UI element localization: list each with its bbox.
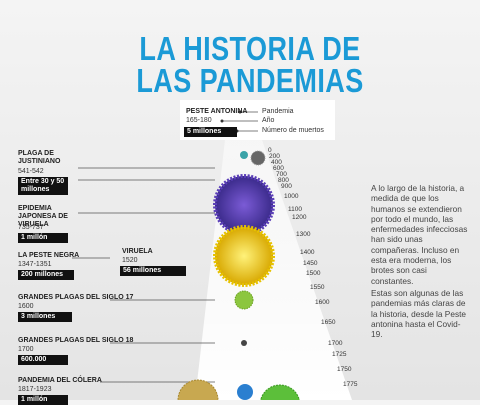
pandemic-deaths: 3 millones (18, 312, 72, 322)
timeline-year: 1450 (303, 260, 318, 267)
pandemic-years: 1600 (18, 303, 34, 310)
intro-text: A lo largo de la historia, a medida de q… (371, 183, 468, 286)
legend-label: Año (262, 117, 275, 124)
timeline-year: 1700 (328, 340, 343, 347)
pandemic-years: 735-737 (18, 224, 44, 231)
timeline-year: 1550 (310, 284, 325, 291)
timeline-year: 1000 (284, 193, 299, 200)
timeline-year: 1300 (296, 231, 311, 238)
timeline-year: 1500 (306, 270, 321, 277)
pandemic-deaths: 600.000 (18, 355, 68, 365)
intro-text: Estas son algunas de las pandemias más c… (371, 288, 467, 340)
pandemic-years: 541-542 (18, 168, 44, 175)
legend-deaths: 5 millones (184, 127, 237, 137)
timeline-year: 0 (268, 147, 272, 154)
timeline-cone (195, 140, 352, 400)
timeline-year: 1650 (321, 319, 336, 326)
timeline-year: 1725 (332, 351, 347, 358)
pandemic-deaths: 200 millones (18, 270, 74, 280)
timeline-year: 1200 (292, 214, 307, 221)
pandemic-deaths: 56 millones (120, 266, 186, 276)
legend-label: Número de muertos (262, 127, 324, 134)
legend-years: 165-180 (186, 117, 212, 124)
timeline-year: 900 (281, 183, 292, 190)
timeline-year: 700 (276, 171, 287, 178)
pandemic-name: PANDEMIA DEL CÓLERA (18, 377, 102, 384)
pandemic-name: LA PESTE NEGRA (18, 252, 80, 259)
timeline-year: 200 (269, 153, 280, 160)
timeline-year: 1600 (315, 299, 330, 306)
pandemic-deaths: Entre 30 y 50 millones (18, 177, 68, 195)
legend-name: PESTE ANTONINA (186, 108, 248, 115)
pandemic-years: 1520 (122, 257, 138, 264)
legend-label: Pandemia (262, 108, 294, 115)
virus-icons (177, 150, 300, 400)
pandemic-years: 1700 (18, 346, 34, 353)
pandemic-years: 1347-1351 (18, 261, 52, 268)
pandemic-name: VIRUELA (122, 248, 153, 255)
timeline-year: 1100 (288, 206, 302, 213)
timeline-year: 600 (273, 165, 284, 172)
pandemic-deaths: 1 millón (18, 233, 68, 243)
pandemic-years: 1817-1923 (18, 386, 52, 393)
pandemic-name: EPIDEMIA JAPONESA DE VIRUELA (18, 205, 68, 228)
pandemic-name: PLAGA DE JUSTINIANO (18, 150, 61, 165)
timeline-year: 1750 (337, 366, 352, 373)
pandemic-name: GRANDES PLAGAS DEL SIGLO 18 (18, 337, 134, 344)
timeline-year: 1775 (343, 381, 358, 388)
connectors (72, 111, 258, 383)
title: LAS PANDEMIAS (136, 62, 364, 99)
timeline-year: 800 (278, 177, 289, 184)
timeline-year: 1400 (300, 249, 315, 256)
title: LA HISTORIA DE (139, 30, 361, 67)
pandemic-deaths: 1 millón (18, 395, 68, 405)
pandemic-name: GRANDES PLAGAS DEL SIGLO 17 (18, 294, 134, 301)
timeline-year: 400 (271, 159, 282, 166)
